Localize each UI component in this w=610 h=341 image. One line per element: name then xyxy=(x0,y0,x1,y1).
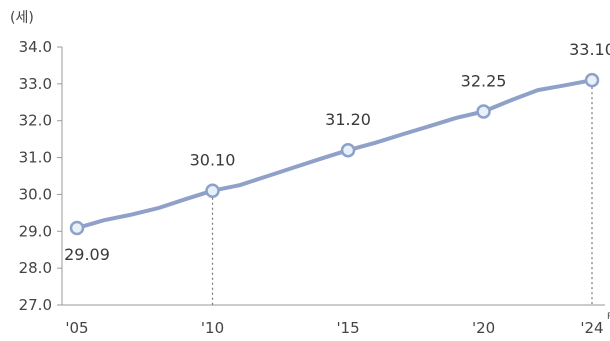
y-tick-label: 30.0 xyxy=(19,185,52,203)
x-tick-label: '05 xyxy=(65,319,88,337)
data-value-label: 30.10 xyxy=(190,151,236,170)
data-value-label: 32.25 xyxy=(461,72,507,91)
y-axis-unit-label: (세) xyxy=(10,10,34,26)
series-line xyxy=(75,78,594,230)
series-layer xyxy=(75,78,594,230)
data-labels: 29.09 30.10 31.20 32.25 33.10 xyxy=(64,40,610,264)
data-point-marker xyxy=(584,72,600,88)
y-axis-ticks: 34.0 33.0 32.0 31.0 30.0 29.0 28.0 27.0 xyxy=(19,38,62,314)
x-tick-label: '15 xyxy=(336,319,359,337)
data-value-label: 29.09 xyxy=(64,245,110,264)
y-tick-label: 33.0 xyxy=(19,75,52,93)
x-tick-label: '10 xyxy=(201,319,224,337)
data-point-marker xyxy=(69,220,85,236)
data-value-label: 31.20 xyxy=(325,110,371,129)
dotted-guide-lines xyxy=(211,87,593,305)
y-tick-label: 34.0 xyxy=(19,38,52,56)
x-tick-label: '20 xyxy=(472,319,495,337)
y-tick-label: 31.0 xyxy=(19,149,52,167)
data-value-label: 33.10 xyxy=(569,40,610,59)
data-point-marker xyxy=(476,104,491,119)
point-markers xyxy=(69,72,600,236)
data-point-marker xyxy=(205,183,220,198)
y-tick-label: 32.0 xyxy=(19,112,52,130)
x-tick-superscript: P xyxy=(607,312,610,322)
y-tick-label: 27.0 xyxy=(19,296,52,314)
x-axis-ticks: '05 '10 '15 '20 '24 P xyxy=(65,312,610,337)
y-tick-label: 28.0 xyxy=(19,259,52,277)
data-point-marker xyxy=(340,142,356,158)
y-tick-label: 29.0 xyxy=(19,222,52,240)
x-tick-label: '24 xyxy=(580,319,603,337)
